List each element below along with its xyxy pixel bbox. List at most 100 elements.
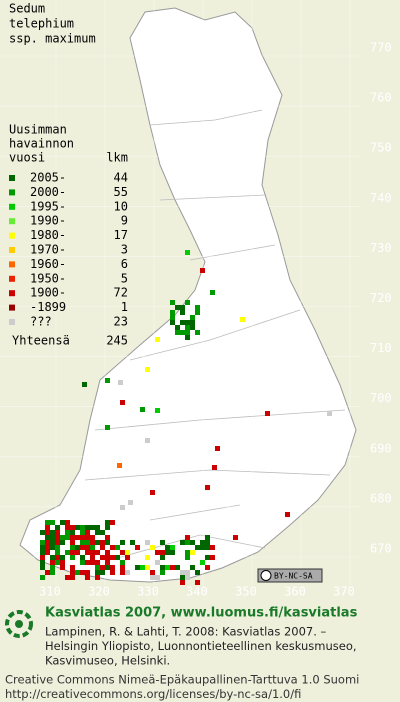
- observation-square: [65, 525, 70, 530]
- observation-square: [45, 530, 50, 535]
- grid-north-label: 700: [370, 391, 392, 405]
- observation-square: [95, 540, 100, 545]
- grid-north-label: 720: [370, 291, 392, 305]
- observation-square: [55, 555, 60, 560]
- observation-square: [90, 555, 95, 560]
- observation-square: [150, 545, 155, 550]
- observation-square: [100, 530, 105, 535]
- grid-north-label: 680: [370, 491, 392, 505]
- badge-box: [257, 568, 323, 583]
- observation-square: [105, 550, 110, 555]
- observation-square: [185, 250, 190, 255]
- legend-swatch: [9, 261, 15, 268]
- observation-square: [85, 550, 90, 555]
- observation-square: [40, 550, 45, 555]
- observation-square: [55, 530, 60, 535]
- observation-square: [60, 565, 65, 570]
- observation-square: [95, 565, 100, 570]
- observation-square: [140, 407, 145, 412]
- legend-count: 5: [121, 271, 128, 285]
- observation-square: [105, 540, 110, 545]
- observation-square: [80, 540, 85, 545]
- observation-square: [50, 530, 55, 535]
- footer-citation: Helsingin Yliopisto, Luonnontieteellinen…: [45, 639, 357, 653]
- grid-east-label: 310: [39, 585, 61, 599]
- observation-square: [100, 565, 105, 570]
- observation-square: [80, 545, 85, 550]
- observation-square: [95, 530, 100, 535]
- observation-square: [90, 525, 95, 530]
- observation-square: [115, 545, 120, 550]
- legend-swatch: [9, 275, 15, 282]
- observation-square: [145, 367, 150, 372]
- footer-license: Creative Commons Nimeä-Epäkaupallinen-Ta…: [5, 673, 359, 687]
- observation-square: [55, 540, 60, 545]
- observation-square: [40, 575, 45, 580]
- observation-square: [150, 490, 155, 495]
- observation-square: [160, 540, 165, 545]
- observation-square: [180, 540, 185, 545]
- observation-square: [75, 570, 80, 575]
- observation-square: [120, 505, 125, 510]
- grid-east-label: 330: [137, 585, 159, 599]
- observation-square: [55, 525, 60, 530]
- observation-square: [170, 300, 175, 305]
- observation-square: [200, 560, 205, 565]
- observation-square: [50, 560, 55, 565]
- observation-square: [170, 545, 175, 550]
- legend-count: 44: [114, 171, 128, 185]
- observation-square: [75, 545, 80, 550]
- observation-square: [100, 555, 105, 560]
- observation-square: [50, 545, 55, 550]
- observation-square: [95, 560, 100, 565]
- observation-square: [55, 560, 60, 565]
- logo-center: [15, 620, 23, 628]
- legend-header: vuosi: [9, 151, 45, 165]
- grid-east-label: 350: [235, 585, 257, 599]
- observation-square: [105, 378, 110, 383]
- observation-square: [40, 540, 45, 545]
- observation-square: [205, 565, 210, 570]
- observation-square: [155, 337, 160, 342]
- observation-square: [160, 570, 165, 575]
- grid-east-label: 340: [186, 585, 208, 599]
- legend-swatch: [9, 189, 15, 196]
- observation-square: [45, 520, 50, 525]
- legend-label: 1980-: [30, 228, 66, 242]
- observation-square: [75, 525, 80, 530]
- observation-square: [80, 560, 85, 565]
- observation-square: [45, 525, 50, 530]
- observation-square: [40, 555, 45, 560]
- observation-square: [65, 550, 70, 555]
- observation-square: [215, 446, 220, 451]
- observation-square: [185, 535, 190, 540]
- observation-square: [170, 565, 175, 570]
- observation-square: [285, 512, 290, 517]
- observation-square: [105, 535, 110, 540]
- observation-square: [190, 320, 195, 325]
- observation-square: [90, 545, 95, 550]
- grid-north-label: 670: [370, 542, 392, 556]
- observation-square: [205, 485, 210, 490]
- observation-square: [180, 570, 185, 575]
- observation-square: [80, 535, 85, 540]
- observation-square: [85, 575, 90, 580]
- observation-square: [125, 550, 130, 555]
- observation-square: [205, 535, 210, 540]
- legend-swatch: [9, 304, 15, 311]
- observation-square: [265, 411, 270, 416]
- observation-square: [175, 305, 180, 310]
- observation-square: [185, 320, 190, 325]
- observation-square: [195, 330, 200, 335]
- grid-north-label: 710: [370, 341, 392, 355]
- legend-swatch: [9, 232, 15, 239]
- observation-square: [55, 545, 60, 550]
- observation-square: [70, 535, 75, 540]
- observation-square: [65, 520, 70, 525]
- grid-north-label: 750: [370, 141, 392, 155]
- observation-square: [185, 335, 190, 340]
- footer-citation: Kasvimuseo, Helsinki.: [45, 654, 170, 668]
- observation-square: [240, 317, 245, 322]
- observation-square: [180, 575, 185, 580]
